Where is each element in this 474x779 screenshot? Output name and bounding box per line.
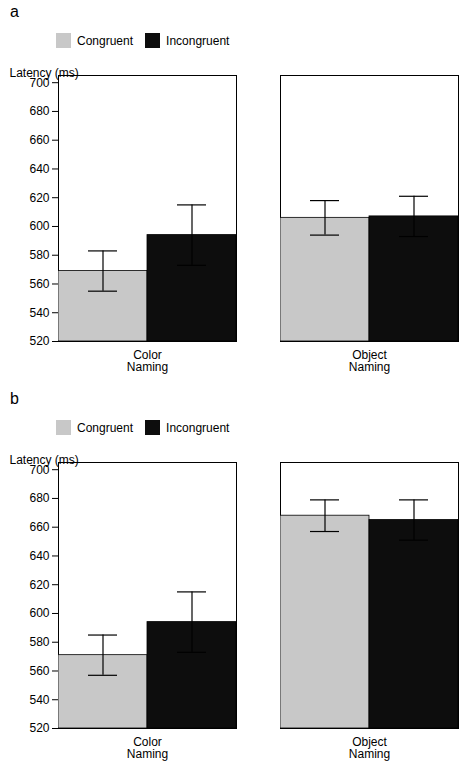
svg-text:520: 520 [29, 721, 49, 735]
svg-text:640: 640 [29, 162, 49, 176]
svg-text:680: 680 [29, 491, 49, 505]
svg-text:ObjectNaming: ObjectNaming [349, 348, 390, 374]
svg-text:660: 660 [29, 520, 49, 534]
html-text:b: b [10, 390, 19, 407]
svg-text:520: 520 [29, 334, 49, 348]
svg-text:700: 700 [29, 462, 50, 477]
svg-text:600: 600 [29, 606, 49, 620]
svg-text:ColorNaming: ColorNaming [127, 735, 168, 761]
html-text:Incongruent: Incongruent [166, 33, 230, 48]
svg-text:540: 540 [29, 306, 49, 320]
svg-text:ColorNaming: ColorNaming [127, 348, 168, 374]
svg-text:660: 660 [29, 133, 49, 147]
svg-text:Latency (ms): Latency (ms) [10, 66, 79, 80]
svg-text:700: 700 [29, 75, 50, 90]
svg-text:620: 620 [29, 578, 49, 592]
svg-text:560: 560 [29, 277, 49, 291]
svg-text:620: 620 [29, 191, 49, 205]
svg-text:540: 540 [29, 693, 49, 707]
svg-text:ObjectNaming: ObjectNaming [349, 735, 390, 761]
html-text:Congruent: Congruent [77, 420, 133, 435]
svg-text:Latency (ms): Latency (ms) [10, 453, 79, 467]
svg-text:640: 640 [29, 549, 49, 563]
svg-text:680: 680 [29, 104, 49, 118]
svg-text:600: 600 [29, 219, 49, 233]
svg-text:560: 560 [29, 664, 49, 678]
html-text:Incongruent: Incongruent [166, 420, 230, 435]
svg-text:580: 580 [29, 635, 49, 649]
svg-text:580: 580 [29, 248, 49, 262]
html-text:Congruent: Congruent [77, 33, 133, 48]
html-text:a: a [10, 3, 19, 20]
